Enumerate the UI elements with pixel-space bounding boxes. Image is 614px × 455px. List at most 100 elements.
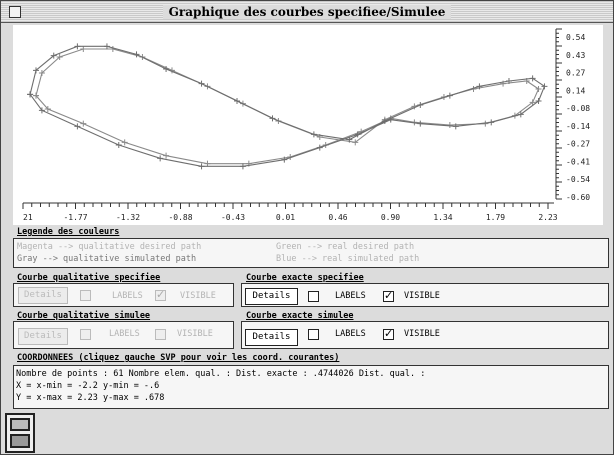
qual-spec-visible-checkbox[interactable] [155,288,166,301]
data-point-marker [281,156,288,163]
qual-spec-labels-checkbox[interactable] [80,290,91,301]
x-tick-label: 0.90 [381,213,400,222]
coords-line-points: Nombre de points : 61 Nombre elem. qual.… [16,369,426,379]
data-point-marker [204,160,211,167]
exact-sim-labels-checkbox[interactable] [308,329,319,340]
data-point-marker [50,52,57,59]
x-tick-label: -1.32 [116,213,140,222]
y-tick-label: -0.41 [566,157,590,166]
exact-sim-visible-checkbox[interactable] [383,327,394,340]
x-tick-label: 0.01 [276,213,295,222]
y-tick-label: 0.14 [566,86,585,95]
qual-sim-visible-label: VISIBLE [177,329,213,339]
legend-box: Magenta --> qualitative desired path Gre… [13,238,609,268]
qual-spec-details-button[interactable]: Details [18,287,68,304]
data-point-marker [535,98,542,104]
data-point-marker [56,54,63,60]
data-point-marker [198,163,205,170]
data-point-marker [535,86,542,92]
data-point-marker [74,123,81,130]
exact-spec-visible-label: VISIBLE [404,291,440,301]
data-point-marker [446,122,453,128]
coords-line-x: X = x-min = -2.2 y-min = -.6 [16,381,160,391]
y-tick-label: 0.54 [566,33,585,42]
exact-sim-panel: Details LABELS VISIBLE [241,321,609,349]
exact-spec-panel: Details LABELS VISIBLE [241,283,609,307]
qual-sim-labels-checkbox[interactable] [80,329,91,340]
coords-title: COORDONNEES (cliquez gauche SVP pour voi… [17,353,340,363]
data-point-marker [38,70,45,76]
close-box[interactable] [9,6,21,18]
exact-spec-labels-label: LABELS [335,291,366,301]
y-tick-label: 0.43 [566,51,585,60]
data-point-marker [476,83,483,90]
y-tick-label: -0.60 [566,193,590,202]
data-point-marker [33,67,40,74]
coords-box: Nombre de points : 61 Nombre elem. qual.… [13,365,609,409]
series-line [35,48,540,165]
curves-chart[interactable]: 21 -1.77 -1.32 -0.88 -0.43 0.01 0.46 0.90 1.34 1.… [13,25,603,225]
coords-line-y: Y = x-max = 2.23 y-max = .678 [16,393,165,403]
qual-spec-title: Courbe qualitative specifiee [17,273,161,283]
qual-spec-visible-label: VISIBLE [180,291,216,301]
data-point-marker [80,120,87,127]
plot-area[interactable]: 21 -1.77 -1.32 -0.88 -0.43 0.01 0.46 0.90 1.34 1.… [13,25,603,225]
data-point-marker [517,111,524,118]
qual-sim-visible-checkbox[interactable] [155,329,166,340]
data-point-marker [505,78,512,84]
qual-sim-labels-label: LABELS [109,329,140,339]
data-point-marker [352,139,359,146]
exact-sim-details-button[interactable]: Details [245,329,298,346]
y-tick-label: 0.27 [566,69,585,78]
data-point-marker [44,106,51,112]
series-line [29,45,546,167]
data-point-marker [163,66,170,72]
data-point-marker [103,43,110,50]
y-tick-label: -0.08 [566,104,590,113]
data-point-marker [417,102,424,108]
data-point-marker [27,91,34,98]
qual-sim-details-button[interactable]: Details [18,328,68,345]
legend-gray: Gray --> qualitative simulated path [17,254,197,264]
data-point-marker [316,144,323,151]
data-point-marker [452,123,459,130]
data-point-marker [529,75,536,82]
data-point-marker [198,80,205,87]
qual-sim-title: Courbe qualitative simulee [17,311,151,321]
data-point-marker [381,118,388,124]
title-bar[interactable]: Graphique des courbes specifiee/Simulee [1,1,613,23]
data-point-marker [310,131,317,138]
x-tick-label: 2.23 [538,213,557,222]
exact-sim-title: Courbe exacte simulee [246,311,354,321]
data-point-marker [354,131,361,138]
exact-sim-visible-label: VISIBLE [404,329,440,339]
data-point-marker [488,119,495,126]
stack-icon[interactable] [5,413,35,453]
data-point-marker [239,163,246,170]
data-point-marker [74,43,81,50]
exact-spec-details-button[interactable]: Details [245,288,298,305]
x-tick-label: 1.34 [433,213,452,222]
data-point-marker [541,83,548,90]
data-point-marker [121,139,128,146]
y-tick-label: -0.14 [566,122,590,131]
data-point-marker [157,155,164,162]
legend-magenta: Magenta --> qualitative desired path [17,242,202,252]
exact-spec-title: Courbe exacte specifiee [246,273,364,283]
legend-blue: Blue --> real simulated path [276,254,420,264]
data-point-marker [234,98,241,104]
data-point-marker [269,115,276,122]
exact-spec-labels-checkbox[interactable] [308,291,319,302]
exact-spec-visible-checkbox[interactable] [383,289,394,302]
data-point-marker [115,142,122,148]
data-point-marker [529,99,536,106]
data-point-marker [38,107,45,114]
x-tick-label: 1.79 [486,213,505,222]
data-point-marker [346,136,353,143]
data-point-marker [417,120,424,127]
stack-icon-top [10,418,30,431]
qual-spec-panel: Details LABELS VISIBLE [13,283,234,307]
legend-title: Legende des couleurs [17,227,120,237]
exact-sim-labels-label: LABELS [335,329,366,339]
